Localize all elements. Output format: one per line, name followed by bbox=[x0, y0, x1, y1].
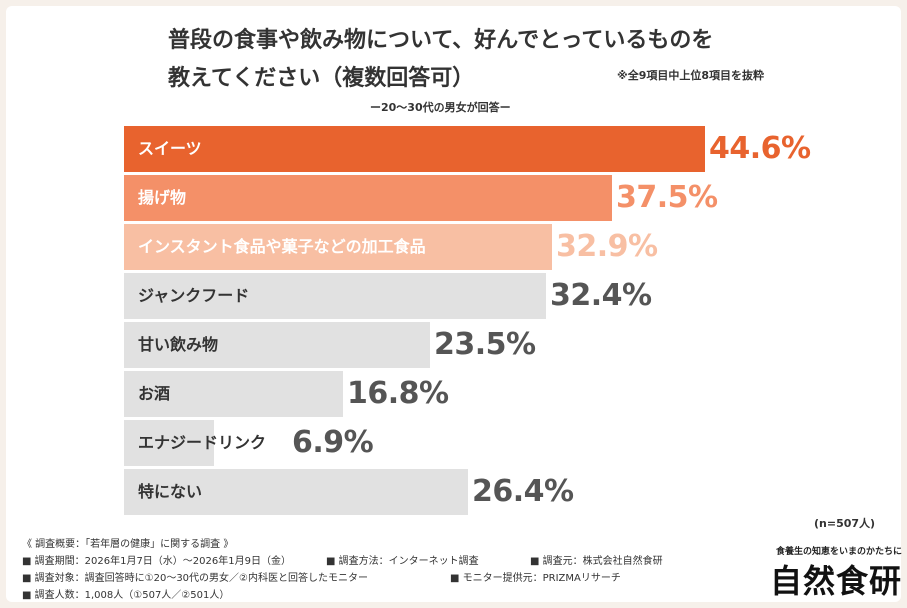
bar-value-7: 6.9% bbox=[292, 425, 374, 460]
bar-label-5: 甘い飲み物 bbox=[138, 335, 219, 354]
survey-org: ■ 調査元：株式会社自然食研 bbox=[530, 556, 663, 567]
bar-4 bbox=[124, 273, 546, 319]
bar-value-4: 32.4% bbox=[550, 278, 652, 313]
bar-label-6: お酒 bbox=[138, 384, 171, 403]
bar-label-1: スイーツ bbox=[138, 139, 202, 158]
brand-logo: 自然食研 bbox=[770, 562, 903, 600]
sample-size-note: (n=507人) bbox=[814, 517, 876, 530]
bar-2 bbox=[124, 175, 612, 221]
chart-subtitle: ー20～30代の男女が回答ー bbox=[370, 101, 511, 114]
selection-note: ※全9項目中上位8項目を抜粋 bbox=[617, 69, 765, 82]
bar-8 bbox=[124, 469, 468, 515]
survey-heading: 《 調査概要：「若年層の健康」に関する調査 》 bbox=[22, 539, 234, 550]
bar-value-2: 37.5% bbox=[616, 180, 718, 215]
bar-7 bbox=[124, 420, 214, 466]
bar-label-8: 特にない bbox=[138, 482, 203, 501]
bar-label-7: エナジードリンク bbox=[138, 433, 267, 452]
bar-value-6: 16.8% bbox=[347, 376, 449, 411]
chart-title: 普段の食事や飲み物について、好んでとっているものを 教えてください（複数回答可） bbox=[168, 22, 788, 98]
title-line-2: 教えてください（複数回答可） bbox=[168, 66, 475, 91]
brand-tagline: 食養生の知恵をいまのかたちに bbox=[776, 547, 903, 557]
bar-3 bbox=[124, 224, 552, 270]
title-line-1: 普段の食事や飲み物について、好んでとっているものを bbox=[168, 28, 714, 53]
bar-5 bbox=[124, 322, 430, 368]
bar-value-3: 32.9% bbox=[556, 229, 658, 264]
bar-6 bbox=[124, 371, 343, 417]
survey-method: ■ 調査方法：インターネット調査 bbox=[326, 556, 479, 567]
survey-provider: ■ モニター提供元：PRIZMAリサーチ bbox=[450, 573, 621, 584]
bar-value-5: 23.5% bbox=[434, 327, 536, 362]
bar-value-8: 26.4% bbox=[472, 474, 574, 509]
bar-label-3: インスタント食品や菓子などの加工食品 bbox=[138, 237, 426, 256]
survey-period: ■ 調査期間：2026年1月7日（水）～2026年1月9日（金） bbox=[22, 556, 291, 567]
survey-count: ■ 調査人数：1,008人（①507人／②501人） bbox=[22, 590, 230, 601]
bar-value-1: 44.6% bbox=[709, 131, 811, 166]
bar-1 bbox=[124, 126, 705, 172]
bar-label-4: ジャンクフード bbox=[138, 286, 250, 305]
bar-label-2: 揚げ物 bbox=[138, 188, 187, 207]
survey-target: ■ 調査対象：調査回答時に①20～30代の男女／②内科医と回答したモニター bbox=[22, 573, 369, 584]
